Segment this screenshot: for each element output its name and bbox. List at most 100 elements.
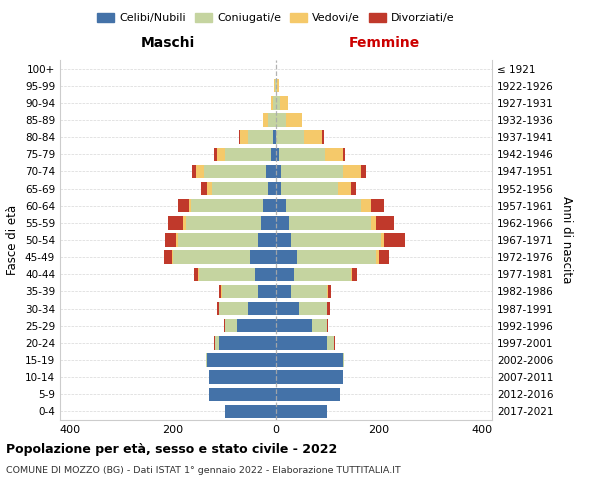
Bar	[289, 216, 371, 230]
Bar	[240, 130, 248, 144]
Bar	[222, 284, 258, 298]
Bar	[352, 268, 357, 281]
Bar	[350, 268, 352, 281]
Bar	[276, 284, 292, 298]
Bar	[274, 79, 275, 92]
Bar	[294, 268, 350, 281]
Bar	[371, 199, 384, 212]
Bar	[199, 268, 256, 281]
Bar	[263, 199, 276, 212]
Bar	[322, 130, 324, 144]
Bar	[271, 96, 274, 110]
Bar	[224, 148, 271, 161]
Y-axis label: Anni di nascita: Anni di nascita	[560, 196, 573, 284]
Bar	[276, 268, 294, 281]
Bar	[168, 216, 184, 230]
Bar	[258, 284, 276, 298]
Bar	[361, 199, 371, 212]
Bar	[274, 96, 276, 110]
Bar	[219, 284, 221, 298]
Bar	[268, 114, 276, 126]
Bar	[271, 148, 276, 161]
Bar	[343, 164, 361, 178]
Bar	[276, 96, 280, 110]
Bar	[214, 336, 215, 349]
Bar	[276, 370, 343, 384]
Bar	[276, 216, 289, 230]
Bar	[274, 130, 276, 144]
Bar	[198, 268, 199, 281]
Bar	[191, 199, 263, 212]
Bar	[186, 216, 260, 230]
Bar	[328, 302, 330, 316]
Bar	[361, 164, 366, 178]
Bar	[263, 114, 268, 126]
Bar	[343, 354, 344, 366]
Bar	[204, 164, 266, 178]
Bar	[276, 319, 312, 332]
Bar	[286, 199, 361, 212]
Bar	[276, 354, 343, 366]
Bar	[384, 234, 404, 246]
Bar	[276, 336, 328, 349]
Bar	[278, 148, 325, 161]
Bar	[371, 216, 376, 230]
Bar	[248, 302, 276, 316]
Bar	[276, 388, 340, 401]
Bar	[248, 130, 274, 144]
Text: Popolazione per età, sesso e stato civile - 2022: Popolazione per età, sesso e stato civil…	[6, 442, 337, 456]
Bar	[343, 148, 346, 161]
Bar	[292, 234, 382, 246]
Bar	[256, 268, 276, 281]
Bar	[304, 130, 322, 144]
Bar	[281, 164, 343, 178]
Bar	[258, 234, 276, 246]
Bar	[325, 148, 343, 161]
Bar	[250, 250, 276, 264]
Bar	[184, 216, 186, 230]
Bar	[276, 164, 281, 178]
Bar	[280, 96, 288, 110]
Bar	[215, 336, 220, 349]
Bar	[276, 114, 286, 126]
Bar	[202, 182, 206, 196]
Bar	[277, 79, 278, 92]
Bar	[220, 302, 248, 316]
Bar	[238, 319, 276, 332]
Bar	[178, 199, 188, 212]
Bar	[209, 370, 276, 384]
Bar	[296, 250, 376, 264]
Bar	[276, 404, 328, 418]
Bar	[268, 182, 276, 196]
Text: COMUNE DI MOZZO (BG) - Dati ISTAT 1° gennaio 2022 - Elaborazione TUTTITALIA.IT: COMUNE DI MOZZO (BG) - Dati ISTAT 1° gen…	[6, 466, 401, 475]
Bar	[166, 234, 176, 246]
Bar	[176, 234, 178, 246]
Y-axis label: Fasce di età: Fasce di età	[7, 205, 19, 275]
Bar	[266, 164, 276, 178]
Bar	[206, 354, 276, 366]
Bar	[376, 250, 379, 264]
Bar	[217, 302, 220, 316]
Text: Maschi: Maschi	[141, 36, 195, 50]
Bar	[217, 148, 224, 161]
Bar	[276, 234, 292, 246]
Bar	[188, 199, 191, 212]
Bar	[192, 164, 196, 178]
Bar	[196, 164, 204, 178]
Bar	[338, 182, 350, 196]
Bar	[276, 79, 277, 92]
Bar	[275, 79, 276, 92]
Bar	[220, 336, 276, 349]
Bar	[224, 319, 238, 332]
Bar	[281, 182, 338, 196]
Bar	[334, 336, 335, 349]
Legend: Celibi/Nubili, Coniugati/e, Vedovi/e, Divorziati/e: Celibi/Nubili, Coniugati/e, Vedovi/e, Di…	[93, 8, 459, 28]
Bar	[382, 234, 384, 246]
Bar	[292, 284, 328, 298]
Bar	[276, 182, 281, 196]
Bar	[206, 182, 212, 196]
Bar	[276, 302, 299, 316]
Bar	[276, 130, 304, 144]
Text: Femmine: Femmine	[349, 36, 419, 50]
Bar	[328, 336, 334, 349]
